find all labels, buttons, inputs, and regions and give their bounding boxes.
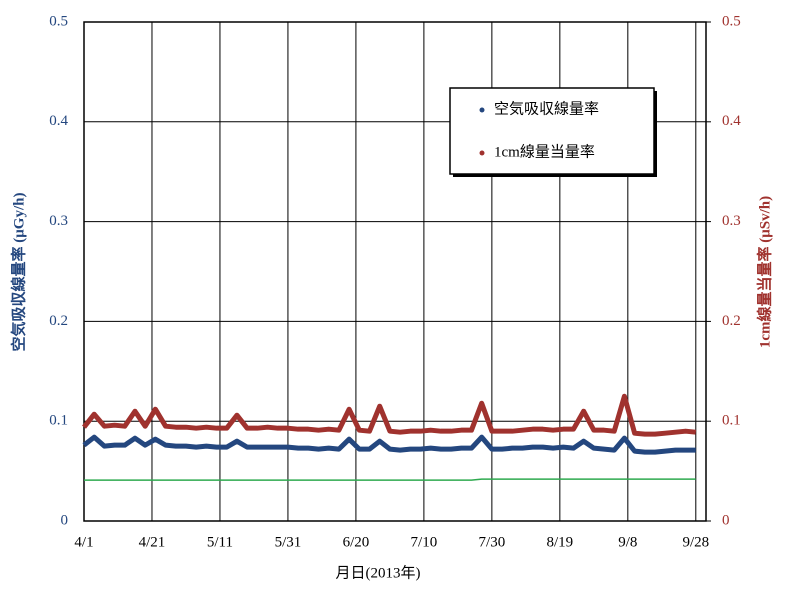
plot-border — [83, 21, 707, 522]
x-tick-label: 5/11 — [207, 534, 233, 550]
y-axis-label: 空気吸収線量率 (μGy/h) — [9, 193, 27, 352]
legend-marker — [479, 107, 485, 113]
series-line — [82, 393, 697, 437]
legend-shadow — [654, 91, 657, 177]
x-tick-label: 6/20 — [343, 534, 370, 550]
x-tick-label: 5/31 — [275, 534, 302, 550]
y-tick-label: 0.4 — [49, 113, 68, 129]
x-tick-label: 4/1 — [74, 534, 93, 550]
y2-tick-label: 0.5 — [722, 13, 741, 29]
x-tick-label: 9/28 — [682, 534, 709, 550]
y2-tick-label: 0.4 — [722, 113, 741, 129]
y-tick-label: 0.5 — [49, 13, 68, 29]
x-tick-label: 9/8 — [618, 534, 637, 550]
y-tick-label: 0 — [61, 512, 69, 528]
legend-shadow — [453, 174, 657, 177]
legend-box — [449, 87, 655, 175]
y-tick-label: 0.3 — [49, 213, 68, 229]
x-tick-label: 4/21 — [139, 534, 166, 550]
legend-label: 空気吸収線量率 — [494, 100, 599, 117]
series-line — [84, 478, 696, 481]
series-line — [82, 434, 696, 455]
y2-tick-label: 0.2 — [722, 313, 741, 329]
legend-marker — [479, 150, 485, 156]
x-axis-label: 月日(2013年) — [336, 564, 421, 581]
y2-tick-label: 0.1 — [722, 413, 741, 429]
y-tick-label: 0.2 — [49, 313, 68, 329]
y2-tick-label: 0.3 — [722, 213, 741, 229]
legend-label: 1cm線量当量率 — [494, 143, 595, 160]
y2-tick-label: 0 — [722, 512, 730, 528]
y-tick-label: 0.1 — [49, 413, 68, 429]
x-tick-label: 7/10 — [411, 534, 438, 550]
y2-axis-label: 1cm線量当量率 (μSv/h) — [755, 196, 773, 348]
x-tick-label: 7/30 — [479, 534, 506, 550]
x-tick-label: 8/19 — [547, 534, 574, 550]
